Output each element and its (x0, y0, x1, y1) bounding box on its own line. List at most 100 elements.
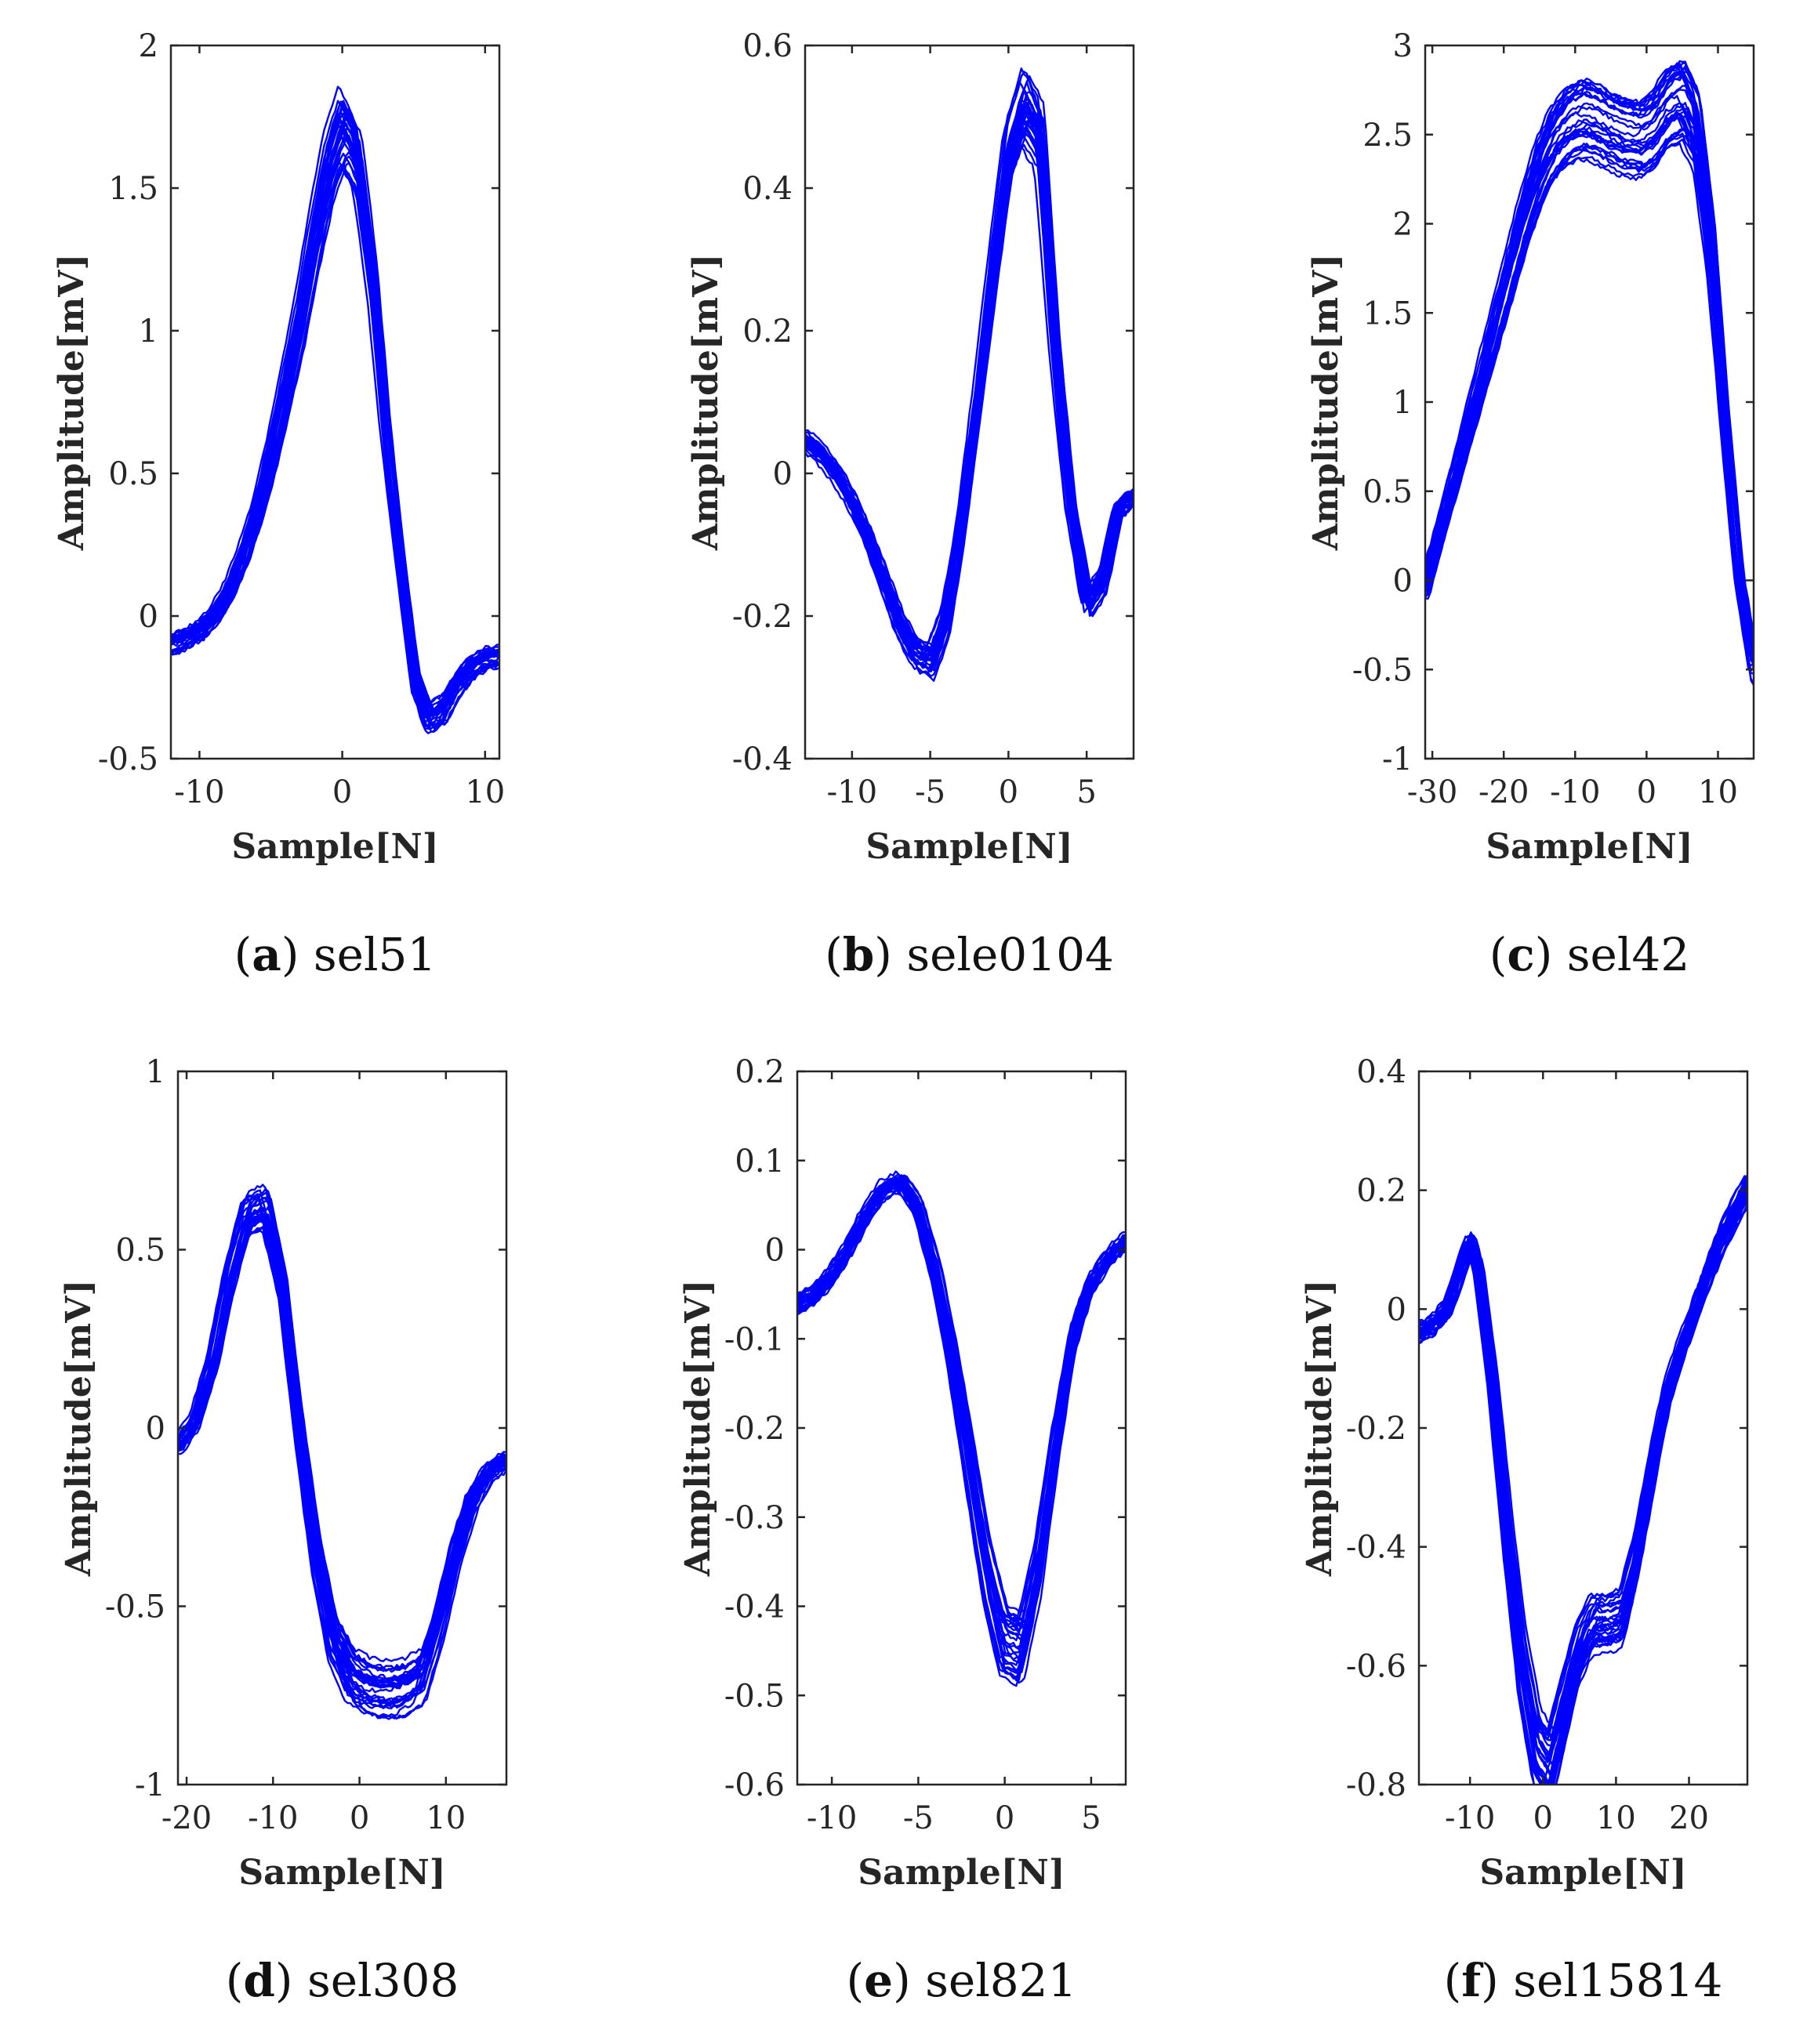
panel-caption: (a) sel51 (234, 928, 437, 981)
beat-traces-a (171, 85, 499, 734)
caption-close-paren: ) (1481, 1954, 1513, 2007)
y-tick-label: 2.5 (1362, 118, 1413, 154)
caption-record-name: sel51 (314, 928, 436, 981)
beat-trace (805, 67, 1134, 674)
beat-trace (171, 128, 499, 728)
y-tick-label: -0.4 (724, 1589, 785, 1625)
beat-trace (171, 122, 499, 727)
beat-trace (1425, 114, 1754, 660)
y-tick-label: 0 (773, 456, 793, 492)
beat-trace (171, 100, 499, 723)
y-tick-label: -0.1 (724, 1321, 785, 1357)
x-tick-label: -10 (1550, 774, 1600, 810)
beat-traces-e (797, 1170, 1126, 1687)
y-tick-label: 0 (146, 1411, 165, 1447)
x-tick-label: 10 (1698, 774, 1738, 810)
y-axis-title: Amplitude[mV] (1306, 254, 1346, 551)
y-axis-title: Amplitude[mV] (1300, 1280, 1340, 1577)
x-axis-title: Sample[N] (1486, 827, 1693, 867)
x-tick-label: 10 (1596, 1800, 1636, 1836)
y-tick-label: -0.5 (1352, 652, 1413, 688)
panel-e: -0.6 -0.5 -0.4 -0.3 -0.2 -0.1 0 0.1 0.2 -10 -5 0 5 Sa… (678, 1054, 1127, 2007)
y-tick-label: 1 (139, 313, 158, 350)
x-axis-title: Sample[N] (858, 1853, 1065, 1893)
beat-trace (1419, 1185, 1747, 1785)
caption-open-paren: ( (226, 1954, 244, 2007)
x-tick-label: -20 (1479, 774, 1529, 810)
y-tick-label: 0.5 (1362, 474, 1413, 510)
x-tick-label: 10 (426, 1800, 466, 1836)
panel-caption: (f) sel15814 (1444, 1954, 1723, 2007)
beat-traces-d (178, 1183, 506, 1720)
beat-trace (1419, 1184, 1747, 1785)
beat-trace (797, 1184, 1126, 1666)
caption-close-paren: ) (281, 928, 314, 981)
beat-traces-c (1425, 60, 1754, 687)
y-tick-label: 0 (1393, 564, 1413, 600)
x-axis-title: Sample[N] (231, 827, 438, 867)
panel-caption: (e) sel821 (847, 1954, 1077, 2007)
x-tick-label: 20 (1669, 1800, 1709, 1836)
beat-trace (171, 125, 499, 716)
beat-trace (171, 110, 499, 718)
y-tick-label: 1 (1393, 385, 1413, 421)
beat-trace (171, 133, 499, 727)
y-tick-label: -0.6 (1346, 1648, 1406, 1684)
beat-trace (171, 107, 499, 729)
caption-letter: a (252, 928, 281, 981)
caption-close-paren: ) (275, 1954, 307, 2007)
beat-trace (1419, 1187, 1747, 1785)
x-tick-label: 5 (1081, 1800, 1101, 1836)
caption-record-name: sel15814 (1513, 1954, 1722, 2007)
y-axis-title: Amplitude[mV] (59, 1280, 99, 1577)
y-tick-label: 0.4 (742, 171, 793, 207)
y-tick-label: 0.6 (742, 28, 793, 64)
caption-letter: b (843, 928, 875, 981)
caption-close-paren: ) (1535, 928, 1567, 981)
y-tick-label: 0.5 (108, 456, 158, 492)
y-tick-label: 1 (146, 1054, 165, 1090)
y-tick-label: -0.5 (98, 741, 158, 777)
x-tick-label: 10 (465, 774, 505, 810)
x-tick-label: -5 (915, 774, 945, 810)
beat-trace (178, 1196, 506, 1709)
beat-trace (1425, 126, 1754, 634)
y-tick-label: 0.1 (735, 1143, 785, 1180)
y-axis-title: Amplitude[mV] (678, 1280, 718, 1577)
caption-open-paren: ( (1444, 1954, 1462, 2007)
caption-record-name: sel42 (1567, 928, 1689, 981)
x-tick-label: 5 (1076, 774, 1096, 810)
panel-d: -1 -0.5 0 0.5 1 -20 -10 0 10 Sample[N] Amplitude[m… (59, 1054, 508, 2007)
beat-trace (1419, 1177, 1747, 1785)
caption-open-paren: ( (234, 928, 252, 981)
panel-f: -0.8 -0.6 -0.4 -0.2 0 0.2 0.4 -10 0 10 20 Sample[N]… (1300, 1054, 1749, 2007)
x-tick-label: 0 (995, 1800, 1014, 1836)
beat-trace (171, 161, 499, 712)
y-tick-label: -1 (135, 1767, 165, 1803)
y-axis-title: Amplitude[mV] (52, 254, 92, 551)
beat-trace (1419, 1194, 1747, 1763)
y-tick-label: -0.4 (1346, 1530, 1406, 1566)
axes-frame (804, 44, 1135, 760)
beat-trace (171, 121, 499, 730)
beat-trace (1419, 1191, 1747, 1785)
caption-open-paren: ( (825, 928, 843, 981)
beat-trace (1419, 1180, 1747, 1785)
x-tick-label: 0 (1637, 774, 1656, 810)
y-tick-label: -0.2 (732, 599, 793, 635)
y-tick-label: 0.2 (735, 1054, 785, 1090)
beat-trace (171, 126, 499, 728)
y-tick-label: -1 (1382, 741, 1413, 777)
y-tick-label: -0.2 (1346, 1411, 1406, 1447)
y-tick-label: 0.2 (742, 313, 793, 350)
caption-letter: f (1461, 1954, 1484, 2007)
x-tick-label: 0 (1533, 1800, 1553, 1836)
beat-trace (171, 136, 499, 717)
beat-trace (171, 152, 499, 717)
beat-trace (1419, 1191, 1747, 1781)
x-tick-label: -30 (1407, 774, 1457, 810)
y-tick-label: 1.5 (108, 171, 158, 207)
panel-caption: (b) sele0104 (825, 928, 1114, 981)
y-tick-label: -0.6 (724, 1767, 785, 1803)
